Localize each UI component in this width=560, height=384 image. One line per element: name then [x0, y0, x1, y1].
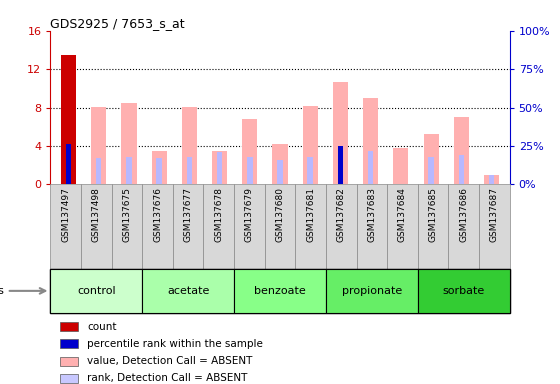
FancyBboxPatch shape — [387, 184, 418, 269]
Bar — [242, 119, 258, 184]
Bar — [152, 151, 167, 184]
Text: GSM137686: GSM137686 — [459, 187, 468, 242]
Text: value, Detection Call = ABSENT: value, Detection Call = ABSENT — [87, 356, 253, 366]
Text: GSM137682: GSM137682 — [337, 187, 346, 242]
Bar — [66, 144, 71, 184]
Bar — [428, 157, 434, 184]
Bar — [307, 157, 313, 184]
Bar — [156, 158, 162, 184]
Bar — [459, 155, 464, 184]
FancyBboxPatch shape — [111, 184, 142, 269]
Text: GSM137680: GSM137680 — [276, 187, 284, 242]
Text: GSM137685: GSM137685 — [428, 187, 437, 242]
Bar — [338, 146, 343, 184]
Bar — [96, 158, 101, 184]
Bar — [59, 322, 78, 331]
FancyBboxPatch shape — [50, 184, 81, 269]
Bar — [182, 107, 197, 184]
FancyBboxPatch shape — [234, 269, 326, 313]
Bar — [393, 148, 408, 184]
Text: GSM137497: GSM137497 — [61, 187, 70, 242]
Bar — [126, 157, 132, 184]
Text: benzoate: benzoate — [254, 286, 306, 296]
Bar — [247, 157, 253, 184]
FancyBboxPatch shape — [295, 184, 326, 269]
Text: GSM137683: GSM137683 — [367, 187, 376, 242]
Text: control: control — [77, 286, 115, 296]
FancyBboxPatch shape — [326, 184, 357, 269]
Text: count: count — [87, 322, 116, 332]
FancyBboxPatch shape — [479, 184, 510, 269]
Text: GSM137678: GSM137678 — [214, 187, 223, 242]
Text: sorbate: sorbate — [442, 286, 485, 296]
Text: GSM137681: GSM137681 — [306, 187, 315, 242]
Bar — [454, 117, 469, 184]
Bar — [59, 339, 78, 348]
Text: GSM137675: GSM137675 — [123, 187, 132, 242]
Text: GDS2925 / 7653_s_at: GDS2925 / 7653_s_at — [50, 17, 185, 30]
Text: stress: stress — [0, 286, 4, 296]
Bar — [423, 134, 438, 184]
Bar — [302, 106, 318, 184]
FancyBboxPatch shape — [265, 184, 295, 269]
FancyBboxPatch shape — [203, 184, 234, 269]
Bar — [217, 152, 222, 184]
Text: GSM137676: GSM137676 — [153, 187, 162, 242]
Text: percentile rank within the sample: percentile rank within the sample — [87, 339, 263, 349]
FancyBboxPatch shape — [81, 184, 111, 269]
Text: GSM137684: GSM137684 — [398, 187, 407, 242]
Bar — [122, 103, 137, 184]
Text: acetate: acetate — [167, 286, 209, 296]
FancyBboxPatch shape — [142, 184, 173, 269]
Bar — [61, 55, 76, 184]
Bar — [489, 175, 494, 184]
Text: rank, Detection Call = ABSENT: rank, Detection Call = ABSENT — [87, 374, 248, 384]
FancyBboxPatch shape — [326, 269, 418, 313]
Bar — [59, 374, 78, 383]
Bar — [333, 81, 348, 184]
FancyBboxPatch shape — [418, 269, 510, 313]
Bar — [91, 107, 106, 184]
Bar — [484, 175, 499, 184]
Bar — [277, 160, 283, 184]
Bar — [273, 144, 287, 184]
Text: GSM137677: GSM137677 — [184, 187, 193, 242]
Bar — [59, 357, 78, 366]
Text: propionate: propionate — [342, 286, 402, 296]
FancyBboxPatch shape — [142, 269, 234, 313]
Text: GSM137687: GSM137687 — [490, 187, 499, 242]
Text: GSM137498: GSM137498 — [92, 187, 101, 242]
Bar — [368, 151, 374, 184]
Bar — [186, 157, 192, 184]
FancyBboxPatch shape — [234, 184, 265, 269]
Bar — [363, 98, 378, 184]
FancyBboxPatch shape — [357, 184, 387, 269]
FancyBboxPatch shape — [418, 184, 449, 269]
FancyBboxPatch shape — [50, 269, 142, 313]
Bar — [212, 151, 227, 184]
FancyBboxPatch shape — [449, 184, 479, 269]
Text: GSM137679: GSM137679 — [245, 187, 254, 242]
FancyBboxPatch shape — [173, 184, 203, 269]
